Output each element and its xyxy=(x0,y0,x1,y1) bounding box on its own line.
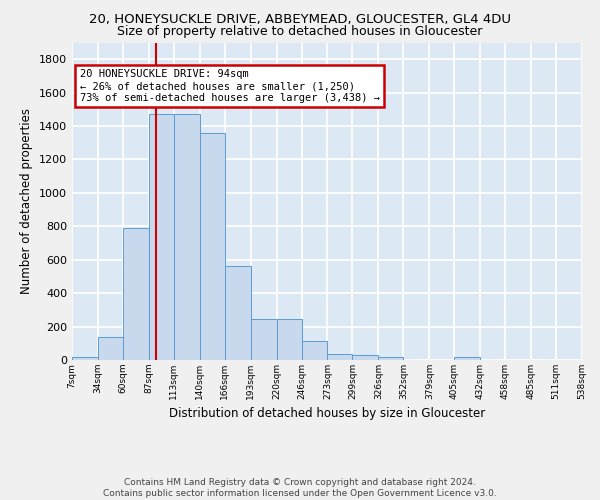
Bar xyxy=(149,114,174,360)
Bar xyxy=(200,132,225,360)
Text: Size of property relative to detached houses in Gloucester: Size of property relative to detached ho… xyxy=(118,25,482,38)
Text: Contains HM Land Registry data © Crown copyright and database right 2024.
Contai: Contains HM Land Registry data © Crown c… xyxy=(103,478,497,498)
Bar xyxy=(454,356,480,360)
Bar xyxy=(98,338,123,360)
Bar xyxy=(302,341,328,360)
Y-axis label: Number of detached properties: Number of detached properties xyxy=(20,108,34,294)
Text: 20 HONEYSUCKLE DRIVE: 94sqm
← 26% of detached houses are smaller (1,250)
73% of : 20 HONEYSUCKLE DRIVE: 94sqm ← 26% of det… xyxy=(80,70,380,102)
Bar xyxy=(277,319,302,360)
Bar xyxy=(251,319,277,360)
Bar xyxy=(174,114,200,360)
Bar xyxy=(328,354,352,360)
Bar xyxy=(352,356,379,360)
Bar xyxy=(379,356,403,360)
Bar xyxy=(123,228,149,360)
Bar xyxy=(72,358,98,360)
X-axis label: Distribution of detached houses by size in Gloucester: Distribution of detached houses by size … xyxy=(169,408,485,420)
Bar xyxy=(225,266,251,360)
Text: 20, HONEYSUCKLE DRIVE, ABBEYMEAD, GLOUCESTER, GL4 4DU: 20, HONEYSUCKLE DRIVE, ABBEYMEAD, GLOUCE… xyxy=(89,12,511,26)
